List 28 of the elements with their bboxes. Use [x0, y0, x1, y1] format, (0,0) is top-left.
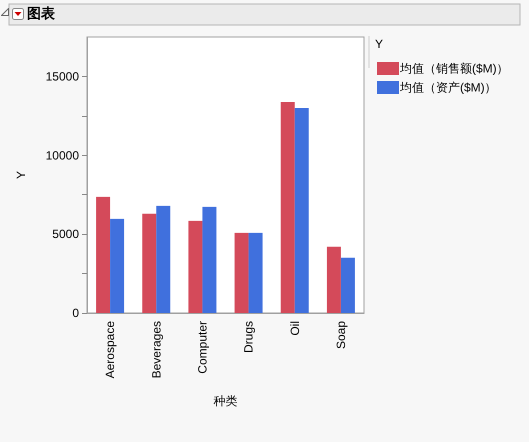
chart-title: 图表 — [27, 5, 56, 21]
bar — [156, 206, 170, 313]
bar — [142, 214, 156, 313]
y-tick-label: 15000 — [46, 69, 80, 84]
x-tick-label: Beverages — [149, 321, 164, 378]
bar — [280, 102, 295, 313]
bar — [202, 206, 216, 313]
y-tick-label: 5000 — [52, 227, 80, 242]
x-tick-label: Aerospace — [103, 320, 118, 378]
x-tick-label: Oil — [288, 321, 302, 336]
y-axis-title: Y — [14, 170, 28, 180]
bar — [188, 220, 202, 313]
x-axis-title: 种类 — [214, 394, 238, 408]
x-tick-label: Soap — [334, 320, 348, 350]
x-tick-label: Drugs — [242, 321, 256, 354]
legend-label: 均值（资产($M)） — [399, 80, 497, 94]
bar — [294, 108, 309, 313]
bar — [340, 258, 355, 313]
y-tick-label: 0 — [72, 306, 80, 320]
y-tick-label: 10000 — [46, 148, 80, 162]
legend-title: Y — [375, 37, 384, 51]
legend-label: 均值（销售额($M)） — [399, 62, 509, 76]
x-tick-label: Computer — [195, 320, 210, 374]
bar — [248, 232, 263, 313]
bar — [234, 232, 249, 313]
bar — [96, 196, 110, 313]
bar — [326, 246, 341, 313]
bar — [110, 218, 124, 313]
